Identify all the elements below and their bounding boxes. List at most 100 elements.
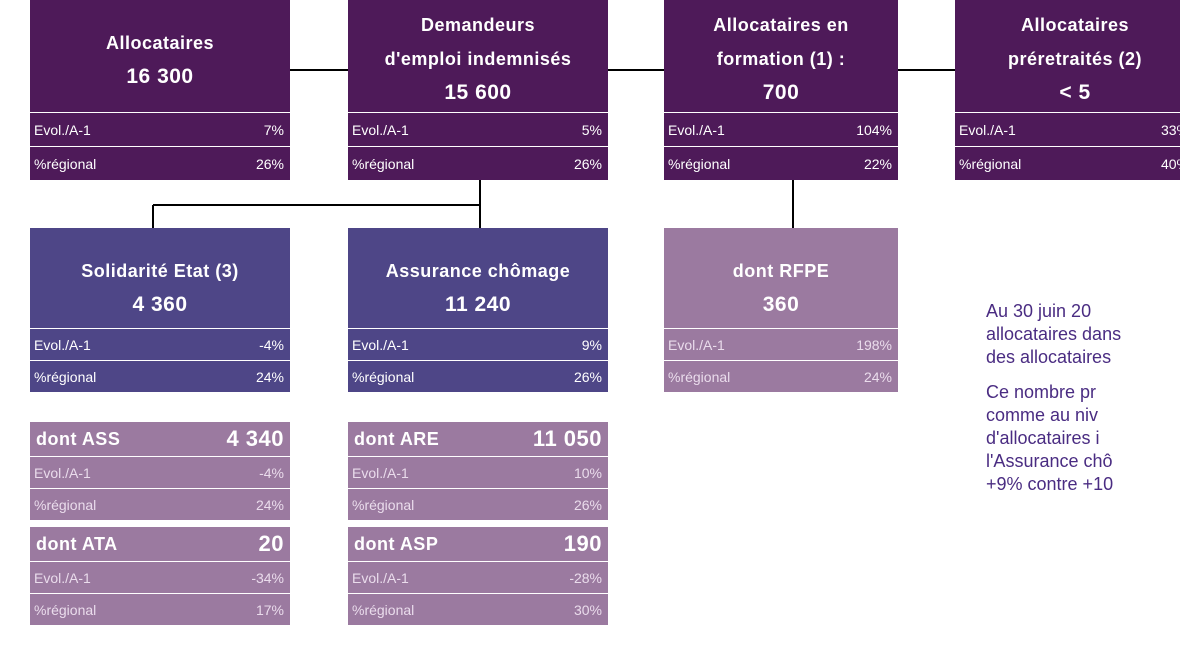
stat-value: -34% — [251, 569, 284, 586]
title-line: dont ASP — [354, 534, 439, 554]
stat-label: Evol./A-1 — [34, 464, 91, 481]
node-box: dont RFPE 360 Evol./A-1 198% %régional 24% — [664, 228, 898, 392]
node-box: Allocataires en formation (1) : 700 Evol./A… — [664, 0, 898, 180]
node-header: Assurance chômage 11 240 — [348, 228, 608, 328]
stat-label: %régional — [959, 155, 1022, 172]
node-header: Demandeurs d'emploi indemnisés 15 600 — [348, 0, 608, 112]
stat-value: 22% — [863, 155, 892, 172]
node-box: Demandeurs d'emploi indemnisés 15 600 Evol.… — [348, 0, 608, 180]
node-value: 11 240 — [444, 293, 512, 316]
stat-value: 26% — [573, 368, 602, 385]
stat-value: -4% — [259, 464, 284, 481]
node-header: dont ASP 190 — [348, 527, 608, 561]
stat-value: 33% — [1160, 121, 1180, 138]
stat-label: %régional — [34, 601, 97, 618]
node-header: Allocataires 16 300 — [30, 0, 290, 112]
stat-row: %régional 26% — [348, 147, 608, 180]
text-line: l'Assurance chô — [986, 451, 1113, 471]
stat-value: 104% — [856, 121, 892, 138]
node-title: Solidarité Etat (3) — [30, 254, 290, 288]
node-title: dont ATA — [36, 527, 118, 561]
stat-value: 7% — [263, 121, 284, 138]
stat-label: %régional — [352, 601, 415, 618]
node-value: 4 340 — [226, 426, 284, 451]
stat-row: Evol./A-1 33% — [955, 113, 1180, 146]
text-line: Au 30 juin 20 — [986, 301, 1092, 321]
stat-value: 198% — [856, 336, 892, 353]
stat-value: 30% — [573, 601, 602, 618]
node-box: Allocataires 16 300 Evol./A-1 7% %régional 26… — [30, 0, 290, 180]
stat-row: Evol./A-1 -28% — [348, 562, 608, 593]
title-line: Allocataires — [1020, 15, 1130, 35]
stat-row: %régional 26% — [348, 489, 608, 520]
text-line: +9% contre +10 — [986, 474, 1114, 494]
title-line: formation (1) : — [716, 49, 846, 69]
text-line: allocataires dans — [986, 324, 1122, 344]
node-title: Demandeurs d'emploi indemnisés — [348, 8, 608, 76]
stat-label: Evol./A-1 — [668, 336, 725, 353]
stat-label: Evol./A-1 — [34, 121, 91, 138]
stat-row: Evol./A-1 7% — [30, 113, 290, 146]
node-value: 20 — [258, 531, 284, 556]
node-box: Assurance chômage 11 240 Evol./A-1 9% %régio… — [348, 228, 608, 392]
stat-value: 5% — [581, 121, 602, 138]
stat-row: %régional 22% — [664, 147, 898, 180]
title-line: Allocataires — [105, 33, 215, 53]
text-line: Ce nombre pr — [986, 382, 1097, 402]
title-line: préretraités (2) — [1007, 49, 1143, 69]
stat-label: %régional — [352, 496, 415, 513]
stat-value: 24% — [255, 368, 284, 385]
stat-value: -4% — [259, 336, 284, 353]
stat-row: Evol./A-1 -34% — [30, 562, 290, 593]
stat-value: 10% — [573, 464, 602, 481]
stat-label: %régional — [34, 496, 97, 513]
stat-row: Evol./A-1 -4% — [30, 329, 290, 360]
node-value: 4 360 — [132, 293, 188, 316]
title-line: dont ASS — [36, 429, 121, 449]
text-line: des allocataires — [986, 347, 1112, 367]
text-line: d'allocataires i — [986, 428, 1100, 448]
stat-row: %régional 26% — [348, 361, 608, 392]
stat-row: %régional 26% — [30, 147, 290, 180]
stat-value: 40% — [1160, 155, 1180, 172]
stat-row: Evol./A-1 10% — [348, 457, 608, 488]
title-line: Assurance chômage — [385, 261, 571, 281]
paragraph: Au 30 juin 20 allocataires dans des alloca… — [986, 300, 1180, 369]
node-value: 15 600 — [444, 81, 512, 104]
node-value: 360 — [762, 293, 800, 316]
stat-label: Evol./A-1 — [352, 121, 409, 138]
title-line: d'emploi indemnisés — [384, 49, 572, 69]
node-box: Allocataires préretraités (2) < 5 Evol./A-1… — [955, 0, 1180, 180]
stat-row: Evol./A-1 5% — [348, 113, 608, 146]
stat-label: Evol./A-1 — [668, 121, 725, 138]
title-line: dont ATA — [36, 534, 118, 554]
stat-label: %régional — [668, 155, 731, 172]
node-title: dont ASS — [36, 422, 120, 456]
stat-row: Evol./A-1 104% — [664, 113, 898, 146]
title-line: dont ARE — [354, 429, 440, 449]
stat-value: 26% — [573, 155, 602, 172]
stat-row: %régional 40% — [955, 147, 1180, 180]
stat-value: 17% — [255, 601, 284, 618]
stat-row: Evol./A-1 9% — [348, 329, 608, 360]
stat-row: %régional 24% — [30, 361, 290, 392]
stat-value: 9% — [581, 336, 602, 353]
stat-label: Evol./A-1 — [34, 569, 91, 586]
node-value: 11 050 — [532, 426, 602, 451]
title-line: dont RFPE — [732, 261, 830, 281]
stat-value: 24% — [255, 496, 284, 513]
node-header: dont ARE 11 050 — [348, 422, 608, 456]
text-line: comme au niv — [986, 405, 1099, 425]
paragraph: Ce nombre pr comme au niv d'allocataires i… — [986, 381, 1180, 496]
node-box: dont ASP 190 Evol./A-1 -28% %régional 30% — [348, 527, 608, 625]
node-title: dont RFPE — [664, 254, 898, 288]
stat-row: %régional 30% — [348, 594, 608, 625]
node-title: Assurance chômage — [348, 254, 608, 288]
node-box: Solidarité Etat (3) 4 360 Evol./A-1 -4% %rég… — [30, 228, 290, 392]
title-line: Solidarité Etat (3) — [81, 261, 239, 281]
stat-label: %régional — [34, 155, 97, 172]
stat-row: %régional 17% — [30, 594, 290, 625]
node-header: Allocataires en formation (1) : 700 — [664, 0, 898, 112]
